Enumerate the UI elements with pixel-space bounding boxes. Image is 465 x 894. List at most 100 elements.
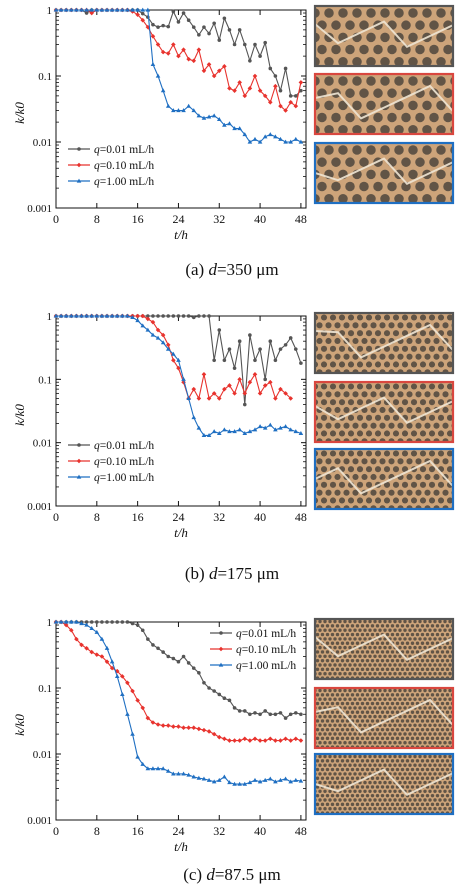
data-point bbox=[207, 314, 211, 318]
pore bbox=[352, 322, 359, 329]
data-point bbox=[140, 761, 146, 766]
pore bbox=[329, 361, 337, 368]
data-point bbox=[150, 332, 156, 337]
pore bbox=[323, 723, 327, 727]
pore bbox=[343, 637, 347, 641]
x-tick-label: 16 bbox=[132, 212, 144, 226]
data-point bbox=[217, 692, 222, 697]
pore bbox=[437, 399, 445, 406]
pore bbox=[375, 650, 380, 654]
pore bbox=[378, 789, 382, 793]
pore bbox=[385, 727, 390, 732]
data-point bbox=[283, 66, 288, 71]
fluid-channel bbox=[315, 768, 453, 797]
pore bbox=[393, 697, 397, 701]
pore bbox=[456, 383, 462, 389]
pore bbox=[457, 69, 465, 79]
pore bbox=[335, 767, 340, 772]
pore bbox=[430, 793, 435, 798]
pore bbox=[393, 619, 397, 624]
pore bbox=[338, 399, 346, 406]
pore bbox=[456, 711, 459, 714]
pore bbox=[433, 628, 437, 632]
pore bbox=[334, 322, 341, 329]
pore bbox=[456, 430, 462, 436]
pore bbox=[388, 780, 392, 785]
pore bbox=[443, 780, 447, 785]
pore bbox=[353, 750, 356, 753]
pore bbox=[435, 793, 440, 798]
pore bbox=[363, 741, 367, 745]
pore bbox=[457, 206, 465, 216]
pore bbox=[330, 736, 335, 741]
pore bbox=[395, 759, 400, 763]
data-point bbox=[288, 99, 293, 105]
pore bbox=[438, 772, 442, 776]
data-point bbox=[283, 343, 288, 347]
data-point bbox=[171, 656, 176, 661]
pore bbox=[316, 322, 323, 329]
pore bbox=[358, 688, 362, 693]
pore bbox=[373, 706, 377, 710]
pore bbox=[448, 714, 452, 719]
data-point bbox=[252, 73, 258, 79]
data-point bbox=[298, 431, 304, 436]
data-point bbox=[263, 377, 267, 382]
pore bbox=[388, 489, 395, 496]
pore bbox=[422, 145, 432, 155]
data-point bbox=[181, 11, 186, 15]
pore bbox=[318, 672, 322, 676]
pore bbox=[410, 450, 418, 457]
data-point bbox=[227, 86, 232, 91]
pore bbox=[343, 723, 347, 727]
pore bbox=[428, 414, 436, 421]
pore bbox=[318, 741, 322, 745]
pore bbox=[435, 693, 440, 697]
data-point bbox=[166, 24, 171, 29]
pore bbox=[347, 450, 355, 457]
data-point bbox=[201, 727, 207, 733]
pore bbox=[393, 706, 397, 710]
pore bbox=[340, 632, 345, 637]
pore bbox=[330, 667, 335, 672]
pore bbox=[445, 785, 450, 789]
pore bbox=[433, 789, 437, 793]
data-point bbox=[293, 429, 299, 434]
pore bbox=[374, 414, 382, 421]
pore bbox=[448, 780, 452, 785]
pore bbox=[355, 641, 360, 645]
data-point bbox=[155, 722, 161, 727]
pore bbox=[438, 654, 442, 658]
pore bbox=[442, 353, 449, 360]
pore bbox=[388, 645, 392, 650]
pore bbox=[347, 383, 355, 390]
pore bbox=[388, 798, 392, 802]
data-point bbox=[181, 314, 186, 318]
pore bbox=[413, 750, 416, 753]
data-point bbox=[181, 654, 186, 659]
x-tick-label: 16 bbox=[132, 824, 144, 838]
pore bbox=[328, 681, 331, 684]
micrograph-pores bbox=[315, 76, 453, 134]
pore bbox=[370, 624, 375, 628]
pore bbox=[442, 322, 449, 329]
fluid-channel bbox=[315, 396, 453, 425]
pore bbox=[338, 628, 342, 632]
pore bbox=[415, 181, 425, 192]
pore bbox=[433, 422, 440, 429]
pore bbox=[430, 658, 435, 663]
pore bbox=[345, 759, 350, 763]
pore bbox=[392, 414, 400, 421]
pore bbox=[368, 619, 372, 624]
pore bbox=[320, 414, 328, 421]
pore bbox=[318, 780, 322, 785]
pore bbox=[400, 759, 405, 763]
y-tick-label: 1 bbox=[47, 311, 53, 323]
pore bbox=[428, 714, 432, 719]
pore bbox=[442, 458, 449, 465]
data-point bbox=[262, 738, 268, 743]
pore bbox=[333, 672, 337, 676]
pore bbox=[323, 789, 327, 793]
pore bbox=[443, 88, 453, 98]
pore bbox=[423, 816, 426, 819]
